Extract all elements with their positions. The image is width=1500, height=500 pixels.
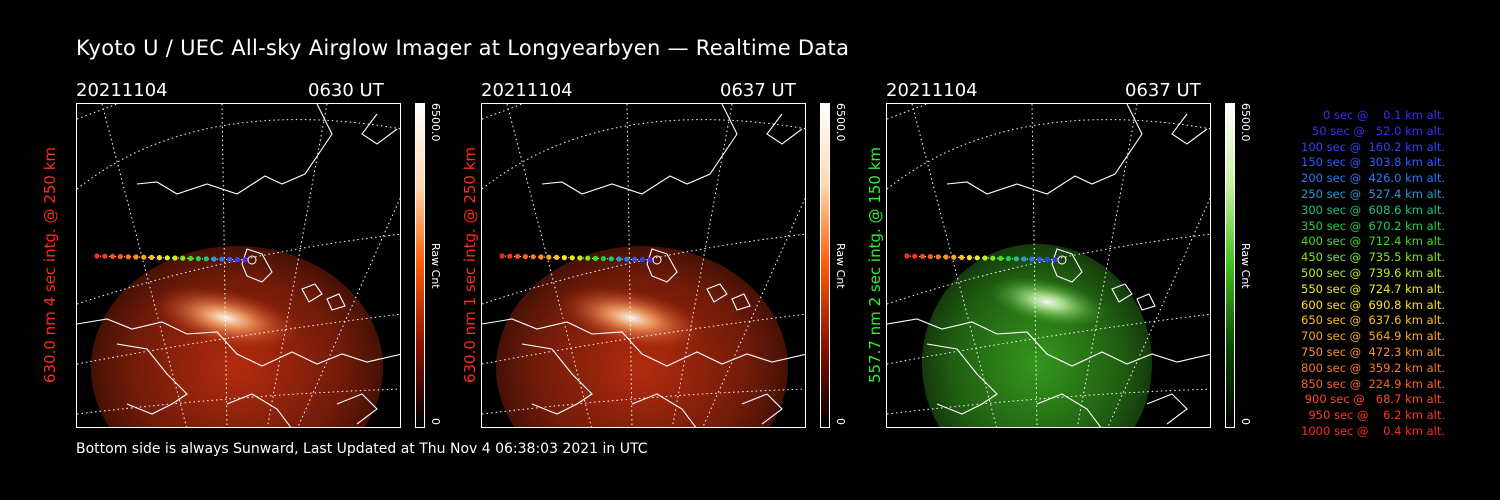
panel-1-time: 0630 UT [308,80,384,101]
legend-row: 250 sec @ 527.4 km alt. [1297,186,1445,201]
panel-3-date: 20211104 [886,80,978,101]
page-title: Kyoto U / UEC All-sky Airglow Imager at … [76,36,850,60]
panel-1-colorbar [415,103,425,428]
legend-row: 900 sec @ 68.7 km alt. [1301,392,1445,407]
panel-2-image [481,103,806,428]
legend-row: 550 sec @ 724.7 km alt. [1297,281,1445,296]
panel-2-colorbar [820,103,830,428]
legend-row: 500 sec @ 739.6 km alt. [1297,265,1445,280]
legend-row: 150 sec @ 303.8 km alt. [1297,155,1445,170]
legend-row: 450 sec @ 735.5 km alt. [1297,250,1445,265]
legend-row: 600 sec @ 690.8 km alt. [1297,297,1445,312]
panel-2-date: 20211104 [481,80,573,101]
panel-1-ylabel: 630.0 nm 4 sec intg. @ 250 km [41,146,59,384]
panel-1-date: 20211104 [76,80,168,101]
legend-row: 850 sec @ 224.9 km alt. [1297,376,1445,391]
panel-3-image [886,103,1211,428]
legend-row: 300 sec @ 608.6 km alt. [1297,202,1445,217]
panel-2-ylabel: 630.0 nm 1 sec intg. @ 250 km [461,146,479,384]
panel-2-cbar-max: 6500.0 [834,103,847,142]
legend-row: 200 sec @ 426.0 km alt. [1297,171,1445,186]
panel-3-time: 0637 UT [1125,80,1201,101]
legend-row: 350 sec @ 670.2 km alt. [1297,218,1445,233]
legend-row: 1000 sec @ 0.4 km alt. [1301,423,1445,438]
panel-3-colorbar [1225,103,1235,428]
panel-1-cbar-max: 6500.0 [429,103,442,142]
panel-3-ylabel: 557.7 nm 2 sec intg. @ 150 km [866,146,884,384]
panel-1-image [76,103,401,428]
altitude-legend: 0 sec @ 0.1 km alt. 50 sec @ 52.0 km alt… [1240,108,1445,440]
footer-note: Bottom side is always Sunward, Last Upda… [76,441,648,457]
panel-1-cbar-min: 0 [429,418,442,425]
legend-row: 750 sec @ 472.3 km alt. [1297,344,1445,359]
legend-row: 400 sec @ 712.4 km alt. [1297,234,1445,249]
legend-row: 700 sec @ 564.9 km alt. [1297,329,1445,344]
panel-1-cbar-unit: Raw Cnt [429,243,442,289]
legend-row: 650 sec @ 637.6 km alt. [1297,313,1445,328]
panel-2-time: 0637 UT [720,80,796,101]
legend-row: 800 sec @ 359.2 km alt. [1297,360,1445,375]
panel-2-cbar-min: 0 [834,418,847,425]
panel-2-cbar-unit: Raw Cnt [834,243,847,289]
legend-row: 100 sec @ 160.2 km alt. [1297,139,1445,154]
legend-row: 950 sec @ 6.2 km alt. [1304,408,1445,423]
legend-row: 0 sec @ 0.1 km alt. [1312,108,1445,122]
legend-row: 50 sec @ 52.0 km alt. [1304,123,1445,138]
